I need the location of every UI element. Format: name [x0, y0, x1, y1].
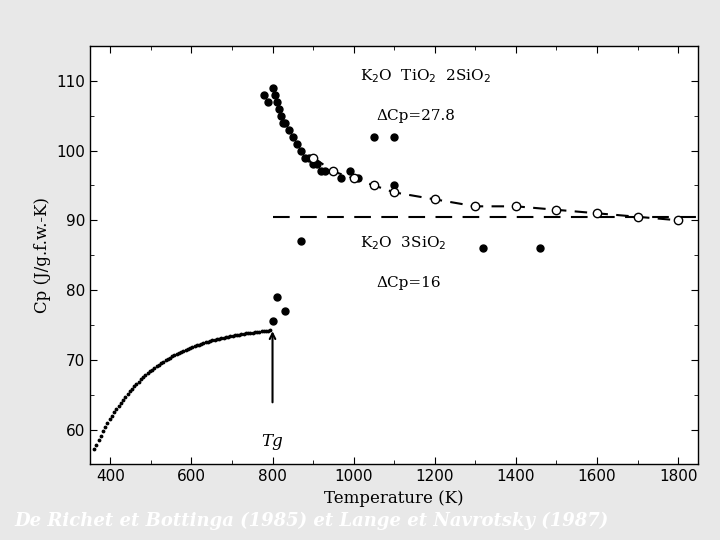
- Text: De Richet et Bottinga (1985) et Lange et Navrotsky (1987): De Richet et Bottinga (1985) et Lange et…: [14, 511, 608, 530]
- Text: ΔCp=27.8: ΔCp=27.8: [376, 109, 455, 123]
- Y-axis label: Cp (J/g.f.w.-K): Cp (J/g.f.w.-K): [34, 197, 50, 313]
- Text: Tg: Tg: [261, 433, 284, 450]
- Text: K$_2$O  3SiO$_2$: K$_2$O 3SiO$_2$: [360, 234, 446, 252]
- Text: ΔCp=16: ΔCp=16: [376, 276, 441, 290]
- X-axis label: Temperature (K): Temperature (K): [325, 490, 464, 507]
- Text: K$_2$O  TiO$_2$  2SiO$_2$: K$_2$O TiO$_2$ 2SiO$_2$: [360, 67, 491, 85]
